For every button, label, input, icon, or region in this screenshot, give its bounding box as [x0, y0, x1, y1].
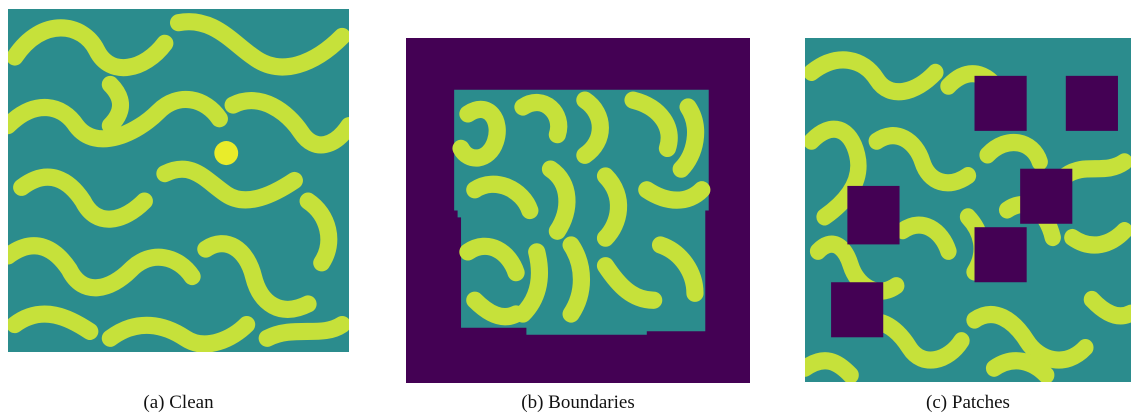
pattern-stripe	[985, 352, 1055, 382]
pattern-stripe	[8, 19, 174, 77]
pattern-stripe	[651, 236, 704, 302]
pattern-stripe	[514, 93, 568, 144]
pattern-stripe	[466, 175, 539, 220]
mask-patch	[831, 282, 884, 338]
pattern-stripe	[562, 236, 590, 323]
pattern-stripe	[805, 352, 859, 382]
caption-patches: (c) Patches	[926, 392, 1010, 413]
pattern-stripe	[101, 75, 129, 135]
pattern-stripe	[541, 160, 576, 240]
mask-patch	[847, 185, 900, 245]
pattern-stripe	[805, 51, 944, 101]
clean-pattern-image	[8, 9, 349, 352]
boundaries-pattern-svg	[406, 38, 750, 383]
mask-patches	[831, 75, 1118, 338]
patches-pattern-svg	[805, 38, 1131, 382]
pattern-stripe	[576, 91, 609, 164]
pattern-stripe	[894, 216, 957, 260]
pattern-stripe	[596, 257, 663, 309]
pattern-stripe	[459, 237, 525, 282]
pattern-stripe	[1064, 222, 1131, 254]
inner-pattern-region	[452, 89, 711, 335]
pattern-stripe	[805, 120, 867, 226]
clean-pattern-svg	[8, 9, 349, 352]
pattern-stripe	[8, 237, 201, 297]
pattern-stripe	[8, 90, 228, 148]
inner-turing-stripes	[452, 91, 711, 326]
turing-stripes	[805, 51, 1131, 382]
turing-stripes	[8, 13, 349, 352]
caption-clean: (a) Clean	[143, 392, 214, 413]
caption-boundaries: (b) Boundaries	[521, 392, 635, 413]
mask-patch	[974, 75, 1027, 131]
pattern-stripe	[169, 13, 349, 76]
pattern-stripe	[1083, 290, 1131, 325]
pattern-stripe	[299, 192, 338, 272]
pattern-spot	[214, 141, 239, 166]
mask-patch	[974, 227, 1027, 283]
pattern-stripe	[452, 100, 506, 167]
pattern-stripe	[638, 181, 711, 209]
pattern-stripe	[868, 127, 977, 192]
pattern-stripe	[979, 133, 1048, 171]
pattern-stripe	[13, 168, 153, 228]
pattern-stripe	[101, 315, 256, 352]
pattern-stripe	[258, 315, 349, 347]
patches-pattern-image	[805, 38, 1131, 382]
pattern-stripe	[514, 243, 548, 323]
pattern-stripe	[672, 98, 705, 178]
pattern-stripe	[966, 306, 1094, 369]
pattern-stripe	[156, 160, 303, 209]
pattern-stripe	[466, 291, 525, 326]
boundaries-pattern-image	[406, 38, 750, 383]
pattern-stripe	[1057, 153, 1131, 185]
pattern-stripe	[624, 91, 678, 158]
mask-patch	[1065, 75, 1118, 131]
pattern-stripe	[8, 305, 99, 340]
pattern-stripe	[224, 92, 349, 154]
pattern-stripe	[596, 167, 628, 247]
mask-patch	[1020, 168, 1073, 224]
pattern-stripe	[197, 235, 317, 318]
